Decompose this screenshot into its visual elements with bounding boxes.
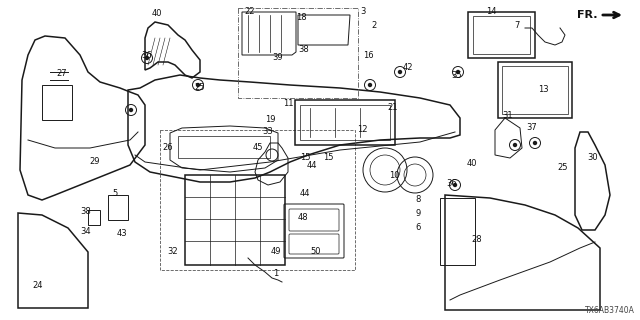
Text: 3: 3 — [360, 7, 365, 17]
Text: 12: 12 — [356, 125, 367, 134]
Text: 35: 35 — [452, 70, 462, 79]
Text: 38: 38 — [299, 45, 309, 54]
Text: 44: 44 — [300, 188, 310, 197]
Text: 42: 42 — [403, 63, 413, 73]
Text: 8: 8 — [415, 196, 420, 204]
Text: FR.: FR. — [577, 10, 597, 20]
Circle shape — [129, 108, 132, 111]
Text: 34: 34 — [81, 228, 92, 236]
Circle shape — [456, 70, 460, 74]
Text: 7: 7 — [515, 20, 520, 29]
Text: 25: 25 — [195, 84, 205, 92]
Text: 1: 1 — [273, 268, 278, 277]
Text: 36: 36 — [141, 51, 152, 60]
Circle shape — [196, 84, 200, 86]
Text: 40: 40 — [467, 158, 477, 167]
Text: 9: 9 — [415, 209, 420, 218]
Text: 48: 48 — [298, 213, 308, 222]
Text: 18: 18 — [296, 13, 307, 22]
Text: 36: 36 — [447, 179, 458, 188]
Text: 22: 22 — [244, 7, 255, 17]
Text: 45: 45 — [253, 143, 263, 153]
Text: 26: 26 — [163, 142, 173, 151]
Text: 32: 32 — [168, 246, 179, 255]
Text: 37: 37 — [527, 123, 538, 132]
Text: 24: 24 — [33, 281, 44, 290]
Text: 11: 11 — [283, 99, 293, 108]
Circle shape — [145, 57, 148, 60]
Text: 38: 38 — [81, 207, 92, 217]
Text: 40: 40 — [152, 9, 163, 18]
Text: 14: 14 — [486, 7, 496, 17]
Text: 10: 10 — [388, 171, 399, 180]
Text: 13: 13 — [538, 84, 548, 93]
Circle shape — [399, 70, 401, 74]
Circle shape — [369, 84, 371, 86]
Text: TX6AB3740A: TX6AB3740A — [585, 306, 635, 315]
Text: 19: 19 — [265, 116, 275, 124]
Text: 39: 39 — [273, 52, 284, 61]
Text: 15: 15 — [323, 153, 333, 162]
Text: 21: 21 — [388, 103, 398, 113]
Text: 31: 31 — [502, 110, 513, 119]
Text: 50: 50 — [311, 247, 321, 257]
Circle shape — [513, 143, 516, 147]
Text: 33: 33 — [262, 127, 273, 137]
Text: 6: 6 — [415, 222, 420, 231]
Text: 43: 43 — [116, 228, 127, 237]
Text: 2: 2 — [371, 20, 376, 29]
Text: 27: 27 — [57, 68, 67, 77]
Circle shape — [534, 141, 536, 145]
Text: 25: 25 — [557, 163, 568, 172]
Text: 44: 44 — [307, 161, 317, 170]
Text: 49: 49 — [271, 247, 281, 257]
Text: 15: 15 — [300, 154, 310, 163]
Text: 29: 29 — [90, 157, 100, 166]
Text: 16: 16 — [363, 51, 373, 60]
Text: 28: 28 — [472, 236, 483, 244]
Text: 5: 5 — [113, 188, 118, 197]
Text: 30: 30 — [588, 154, 598, 163]
Circle shape — [454, 183, 456, 187]
